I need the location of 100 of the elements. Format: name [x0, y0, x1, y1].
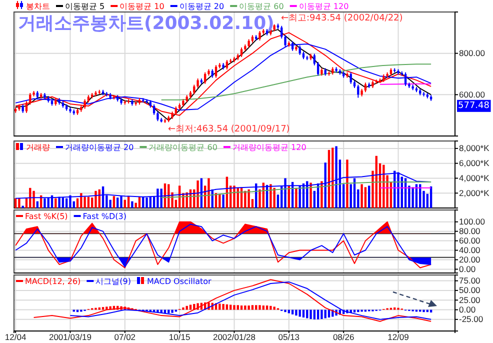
candlestick — [316, 62, 320, 76]
candlestick — [230, 58, 232, 64]
candlestick — [364, 82, 367, 92]
bar — [320, 310, 323, 320]
bar — [230, 304, 232, 310]
line-series — [160, 181, 432, 198]
candlestick — [324, 68, 326, 76]
candlestick — [394, 68, 396, 73]
legend-label: 이동평균 20 — [179, 2, 224, 11]
candlestick — [204, 72, 206, 84]
bar — [131, 201, 134, 208]
candlestick — [350, 72, 352, 84]
candlestick — [240, 48, 243, 58]
bar — [186, 306, 188, 310]
candlestick — [189, 90, 192, 98]
bar — [240, 306, 243, 310]
candlestick — [276, 24, 280, 30]
candlestick — [338, 69, 342, 75]
candlestick — [328, 71, 330, 76]
candlestick — [244, 44, 246, 51]
candlestick — [47, 96, 50, 103]
candlestick — [273, 24, 276, 32]
candlestick — [360, 88, 363, 96]
candlestick — [156, 112, 159, 122]
candlestick — [310, 54, 312, 60]
bar — [295, 310, 298, 316]
bar — [273, 188, 276, 208]
candlestick — [84, 99, 86, 109]
bar — [208, 178, 210, 208]
candlestick — [419, 88, 422, 96]
candlestick — [382, 74, 385, 82]
candlestick — [69, 107, 72, 113]
bar — [422, 310, 425, 312]
candlestick — [72, 110, 75, 115]
legend-label: 봉차트 — [26, 2, 50, 11]
candlestick — [193, 84, 196, 94]
candlestick — [152, 104, 156, 115]
bar — [222, 304, 224, 310]
candlestick — [335, 67, 338, 73]
y-tick-label: 75.00 — [459, 276, 481, 286]
candlestick — [98, 90, 100, 94]
candlestick — [80, 105, 82, 112]
bar — [248, 189, 250, 208]
candlestick — [400, 71, 403, 76]
legend-label: 이동평균 10 — [120, 2, 164, 11]
candlestick — [106, 92, 108, 96]
bar — [284, 310, 286, 312]
bar — [316, 310, 320, 320]
candlestick — [32, 90, 35, 96]
bar — [94, 190, 97, 208]
candlestick — [186, 95, 188, 103]
legend-label: 시그널(9) — [96, 277, 132, 286]
legend-label: 거래량이동평균 120 — [232, 143, 306, 152]
bar — [248, 306, 250, 310]
candlestick — [40, 93, 42, 98]
candlestick — [357, 84, 360, 98]
candlestick — [29, 93, 32, 105]
candlestick — [386, 72, 388, 78]
x-tick-label: 08/26 — [332, 332, 354, 342]
candlestick — [408, 82, 410, 88]
bar — [106, 306, 108, 310]
bar — [258, 305, 261, 310]
y-tick-label: 800.00 — [459, 48, 486, 58]
candlestick — [25, 101, 28, 113]
candlestick — [211, 69, 214, 78]
bar — [182, 307, 184, 310]
bar — [255, 305, 258, 310]
candlestick — [102, 90, 104, 96]
candlestick — [120, 98, 122, 105]
bar — [244, 306, 246, 310]
candlestick — [226, 60, 228, 70]
bar — [273, 306, 276, 310]
bar — [310, 310, 312, 320]
bar — [244, 190, 246, 208]
candlestick — [124, 100, 126, 105]
bar — [236, 305, 239, 310]
candlestick — [18, 104, 20, 111]
candlestick — [258, 31, 261, 41]
bar — [364, 187, 367, 208]
bar — [346, 160, 348, 208]
candlestick — [138, 98, 141, 105]
candlestick — [251, 35, 254, 43]
bar — [112, 196, 116, 208]
bar — [262, 306, 264, 310]
candlestick — [353, 80, 356, 88]
legend-label: 이동평균 120 — [298, 2, 349, 11]
y-tick-label: 4,000*K — [459, 172, 490, 183]
candlestick — [91, 93, 94, 98]
candlestick — [372, 80, 374, 88]
candlestick — [422, 92, 425, 96]
bar — [382, 164, 385, 208]
candlestick — [404, 72, 407, 86]
candlestick — [218, 63, 221, 68]
candlestick — [346, 72, 348, 78]
candlestick — [295, 45, 298, 51]
bar — [313, 310, 316, 320]
candlestick — [58, 98, 60, 105]
bar — [218, 304, 221, 310]
bar — [87, 196, 90, 208]
bar — [320, 181, 323, 208]
